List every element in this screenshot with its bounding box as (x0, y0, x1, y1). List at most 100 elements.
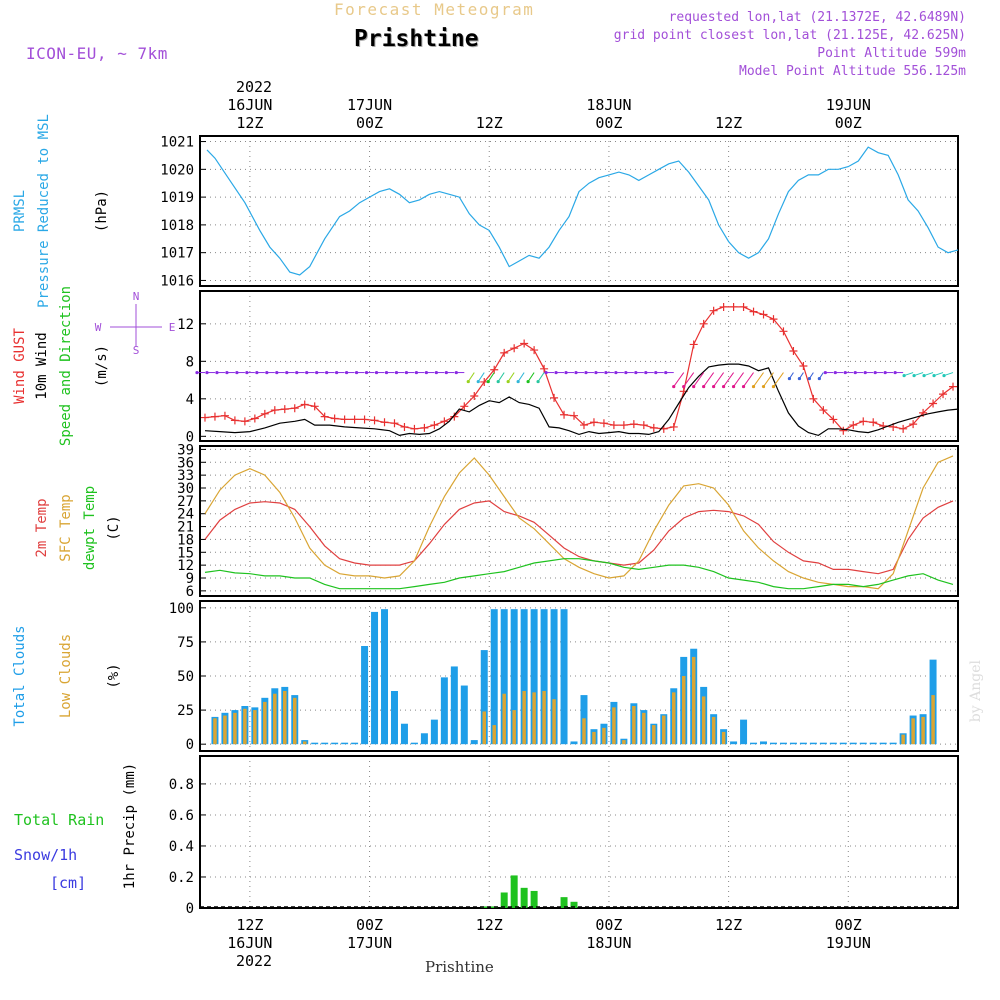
arrow-shaft (467, 372, 475, 382)
wind-direction-arrow (335, 370, 345, 375)
y-tick-label: 1017 (160, 246, 194, 262)
gust-point (490, 365, 499, 374)
total-cloud-bar (550, 609, 558, 745)
low-cloud-bar (652, 725, 656, 745)
gust-point (560, 410, 569, 419)
temp-dewpt-label: dewpt Temp (82, 486, 98, 570)
low-cloud-bar (701, 696, 706, 745)
grid-point-coords: grid point closest lon,lat (21.125E, 42.… (613, 28, 966, 43)
y-tick-label: 15 (177, 545, 194, 561)
arrow-head (741, 384, 746, 389)
gust-point (869, 418, 878, 427)
rain-bar (480, 906, 488, 908)
arrow-shaft (477, 372, 485, 382)
gust-point (220, 411, 229, 420)
arrow-head (654, 370, 658, 375)
temp-2m-label: 2m Temp (34, 498, 50, 557)
low-cloud-bar (512, 710, 516, 745)
y-tick-label: 50 (177, 669, 194, 685)
top-hour-label: 12Z (715, 114, 742, 132)
y-tick-label: 1016 (160, 273, 194, 289)
arrow-head (275, 370, 279, 375)
rain-bar (570, 901, 578, 908)
arrow-head (305, 370, 309, 375)
low-cloud-bar (602, 727, 606, 745)
low-cloud-bar (243, 708, 247, 745)
bottom-hour-label: 12Z (236, 916, 263, 934)
arrow-shaft (497, 372, 505, 382)
arrow-head (235, 370, 239, 375)
y-tick-label: 100 (169, 601, 194, 617)
wind-direction-arrow (476, 372, 485, 384)
arrow-shaft (683, 372, 695, 387)
panel-3-grid (200, 601, 958, 751)
arrow-shaft (693, 372, 705, 387)
low-cloud-bar (612, 707, 616, 745)
pressure-label: PRMSL (12, 190, 28, 232)
arrow-head (404, 370, 409, 375)
gust-point (719, 302, 728, 311)
y-tick-label: 0 (186, 901, 194, 917)
wind-direction-arrow (506, 372, 515, 384)
y-tick-label: 27 (177, 494, 194, 510)
gust-point (939, 390, 948, 399)
wind-direction-label: Speed and Direction (58, 286, 74, 446)
gust-point (360, 415, 369, 424)
gust-point (440, 417, 449, 426)
y-tick-label: 1021 (160, 135, 194, 151)
arrow-head (486, 379, 490, 384)
panel-0-frame (199, 135, 959, 287)
total-cloud-bar (321, 742, 329, 745)
arrow-head (721, 384, 726, 389)
gust-label: Wind GUST (12, 328, 28, 404)
low-cloud-bar (263, 701, 267, 745)
top-day-label: 17JUN (347, 96, 392, 114)
top-hour-label: 12Z (236, 114, 263, 132)
compass-w: W (95, 321, 102, 334)
gust-point (200, 413, 209, 422)
total-cloud-bar (799, 742, 807, 745)
y-tick-label: 12 (177, 317, 194, 333)
arrow-head (833, 370, 837, 375)
gust-point (769, 315, 778, 324)
gust-point (380, 418, 389, 427)
wind-direction-arrow (932, 372, 944, 378)
rain-bar (510, 875, 518, 908)
wind-direction-arrow (384, 370, 395, 375)
total-cloud-bar (331, 742, 339, 745)
arrow-shaft (703, 372, 715, 387)
arrow-head (544, 370, 548, 375)
wind-direction-arrow (922, 372, 934, 378)
panel-2-frame (199, 445, 959, 597)
y-tick-label: 1020 (160, 162, 194, 178)
arrow-head (712, 384, 716, 389)
low-cloud-bar (233, 712, 237, 745)
y-tick-label: 8 (186, 354, 194, 370)
total-cloud-bar (510, 609, 518, 745)
gust-point (729, 302, 738, 311)
low-cloud-bar (213, 718, 217, 745)
snow-label: Snow/1h (14, 846, 77, 864)
gust-point (320, 412, 329, 421)
gust-point (500, 348, 509, 357)
arrow-head (942, 373, 946, 378)
arrow-head (702, 384, 706, 389)
gust-point (749, 307, 758, 316)
arrow-head (771, 384, 776, 389)
wind-direction-arrow (751, 372, 764, 389)
low-cloud-bar (502, 693, 506, 745)
gust-point (300, 400, 309, 409)
wind-direction-arrow (731, 372, 744, 389)
gust-point (230, 416, 239, 425)
low-cloud-bar (931, 695, 935, 745)
total-cloud-bar (839, 742, 847, 745)
wind-speed-line (204, 363, 959, 437)
low-cloud-bar (592, 731, 596, 745)
total-cloud-bar (740, 719, 748, 745)
arrow-shaft (507, 372, 515, 382)
bottom-day-label: 19JUN (826, 934, 871, 952)
wind-direction-arrow (496, 372, 505, 384)
arrow-head (594, 370, 598, 375)
wind-direction-arrow (275, 370, 285, 375)
wind-direction-arrow (364, 370, 375, 375)
